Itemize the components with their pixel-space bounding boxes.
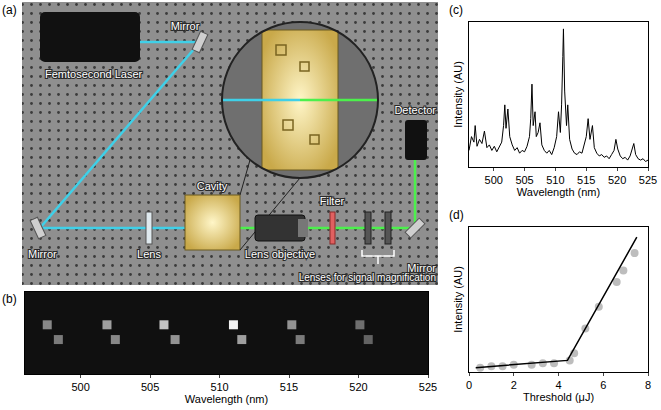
html-text:(a): (a)	[2, 3, 17, 17]
svg-text:Lenses for signal magnificatio: Lenses for signal magnification	[299, 272, 436, 283]
svg-text:Intensity (AU): Intensity (AU)	[452, 266, 464, 333]
svg-text:Detector: Detector	[394, 104, 436, 116]
svg-text:Femtosecond Laser: Femtosecond Laser	[45, 68, 143, 80]
svg-text:500: 500	[485, 174, 503, 186]
svg-text:525: 525	[419, 381, 437, 393]
svg-text:Threshold (μJ): Threshold (μJ)	[523, 391, 594, 403]
svg-text:520: 520	[349, 381, 367, 393]
svg-text:520: 520	[608, 174, 626, 186]
svg-text:8: 8	[645, 379, 651, 391]
svg-text:Mirror: Mirror	[407, 262, 436, 274]
svg-text:Mirror: Mirror	[171, 20, 200, 32]
svg-text:525: 525	[639, 174, 657, 186]
svg-text:510: 510	[210, 381, 228, 393]
html-text:(d): (d)	[449, 208, 464, 222]
svg-text:Intensity (AU): Intensity (AU)	[452, 61, 464, 128]
svg-text:515: 515	[577, 174, 595, 186]
html-text:(c): (c)	[449, 3, 463, 17]
svg-text:Mirror: Mirror	[28, 248, 57, 260]
svg-text:Wavelength (nm): Wavelength (nm)	[185, 393, 268, 405]
svg-text:4: 4	[555, 379, 561, 391]
html-text:(b): (b)	[2, 292, 17, 306]
svg-text:6: 6	[600, 379, 606, 391]
svg-text:Filter: Filter	[320, 195, 345, 207]
svg-text:0: 0	[466, 379, 472, 391]
svg-text:Lens objective: Lens objective	[245, 248, 315, 260]
svg-text:515: 515	[280, 381, 298, 393]
svg-text:Wavelength (nm): Wavelength (nm)	[517, 186, 600, 198]
svg-text:Lens: Lens	[137, 248, 161, 260]
svg-text:510: 510	[546, 174, 564, 186]
svg-text:500: 500	[71, 381, 89, 393]
svg-text:2: 2	[511, 379, 517, 391]
svg-text:505: 505	[515, 174, 533, 186]
svg-text:505: 505	[141, 381, 159, 393]
svg-text:Cavity: Cavity	[197, 180, 228, 192]
